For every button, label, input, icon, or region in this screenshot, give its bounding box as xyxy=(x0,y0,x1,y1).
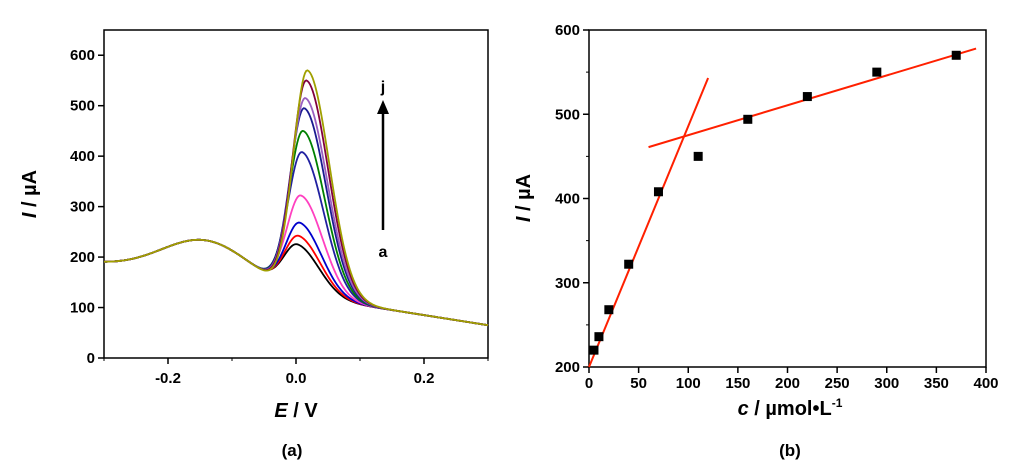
panel-b-point-0 xyxy=(589,345,599,355)
panel-a-ytick-label-5: 500 xyxy=(70,98,95,115)
panel-b-frame xyxy=(588,29,987,368)
panel-a-ticks: 0 100 200 300 400 500 600 -0.2 0.0 0.2 xyxy=(70,47,489,387)
panel-b-xtick-label-4: 200 xyxy=(775,375,800,392)
panel-b-xtick-label-0: 0 xyxy=(585,375,593,392)
panel-a-ytick-label-0: 0 xyxy=(87,350,95,367)
panel-a-curve-j xyxy=(103,69,489,327)
panel-b-point-7 xyxy=(802,92,812,102)
panel-a-xlabel-unit: / V xyxy=(288,400,319,422)
panel-a-ytick-label-6: 600 xyxy=(70,47,95,64)
panel-a-ylabel: I / µA xyxy=(19,170,41,218)
panel-b-point-3 xyxy=(624,259,634,269)
panel-b-ytick-label-3: 500 xyxy=(555,106,580,123)
panel-a-ytick-label-3: 300 xyxy=(70,199,95,216)
panel-a-ylabel-var: I xyxy=(19,212,41,218)
panel-b-ytick-label-1: 300 xyxy=(555,275,580,292)
panel-a-curves xyxy=(103,69,489,327)
panel-a-ytick-label-4: 400 xyxy=(70,148,95,165)
panel-a-curve-i xyxy=(103,79,489,327)
svg-text:I / µA: I / µA xyxy=(513,174,535,222)
panel-b-ytick-label-4: 600 xyxy=(555,22,580,39)
panel-a-frame xyxy=(103,29,489,359)
panel-a-curve-a xyxy=(103,238,489,327)
panel-a-xlabel: E / V xyxy=(274,400,318,422)
panel-a-curve-d xyxy=(103,194,489,327)
panel-b-ylabel-var: I xyxy=(513,216,535,222)
panel-a-xtick-label-0: -0.2 xyxy=(155,370,181,387)
panel-a-label: (a) xyxy=(282,441,303,460)
svg-text:I / µA: I / µA xyxy=(19,170,41,218)
increase-arrow-head xyxy=(377,100,389,114)
panel-b-xtick-label-2: 100 xyxy=(676,375,701,392)
panel-b-xlabel-sup: -1 xyxy=(832,396,843,410)
panel-b-xtick-label-1: 50 xyxy=(630,375,647,392)
panel-b-xtick-label-7: 350 xyxy=(924,375,949,392)
panel-a-curve-c xyxy=(103,221,489,327)
panel-b-xtick-label-6: 300 xyxy=(874,375,899,392)
panel-b-xlabel: c / µmol•L-1 xyxy=(738,396,843,420)
panel-a-ylabel-unit: / µA xyxy=(19,170,41,213)
panel-b-fit-line-1 xyxy=(648,47,977,149)
panel-b-label: (b) xyxy=(779,441,801,460)
panel-b-ytick-label-2: 400 xyxy=(555,191,580,208)
panel-b-xlabel-var: c xyxy=(738,398,749,420)
panel-b-xlabel-unit: / µmol•L xyxy=(749,398,832,420)
panel-b-point-8 xyxy=(872,67,882,77)
panel-b-point-2 xyxy=(604,305,614,315)
panel-b-point-4 xyxy=(653,187,663,197)
panel-a-curve-g xyxy=(103,107,489,327)
panel-b-xtick-label-8: 400 xyxy=(973,375,998,392)
panel-a-xtick-label-1: 0.0 xyxy=(286,370,307,387)
panel-a-curve-e xyxy=(103,151,489,327)
panel-b-fit-line-0 xyxy=(588,77,710,368)
panel-b-points xyxy=(589,50,961,355)
panel-b-point-6 xyxy=(743,114,753,124)
panel-b-ylabel-unit: / µA xyxy=(513,174,535,217)
panel-b-point-5 xyxy=(693,151,703,161)
panel-a-ytick-label-2: 200 xyxy=(70,249,95,266)
panel-a-ytick-label-1: 100 xyxy=(70,300,95,317)
panel-b-fit-lines xyxy=(588,47,977,368)
annotation-j: j xyxy=(380,79,385,96)
panel-b-ytick-label-0: 200 xyxy=(555,359,580,376)
panel-a-xlabel-var: E xyxy=(274,400,288,422)
panel-b-point-1 xyxy=(594,332,604,342)
panel-b-ticks: 200 300 400 500 600 0 50 100 150 200 250 300 350 400 xyxy=(555,22,999,392)
panel-b-xtick-label-3: 150 xyxy=(725,375,750,392)
panel-a-chart: 0 100 200 300 400 500 600 -0.2 0.0 0.2 I / µA E /… xyxy=(19,29,489,460)
panel-b-point-9 xyxy=(951,50,961,60)
panel-b-ylabel: I / µA xyxy=(513,174,535,222)
panel-b-xtick-label-5: 250 xyxy=(825,375,850,392)
panel-a-xtick-label-2: 0.2 xyxy=(414,370,435,387)
annotation-a: a xyxy=(379,244,388,261)
